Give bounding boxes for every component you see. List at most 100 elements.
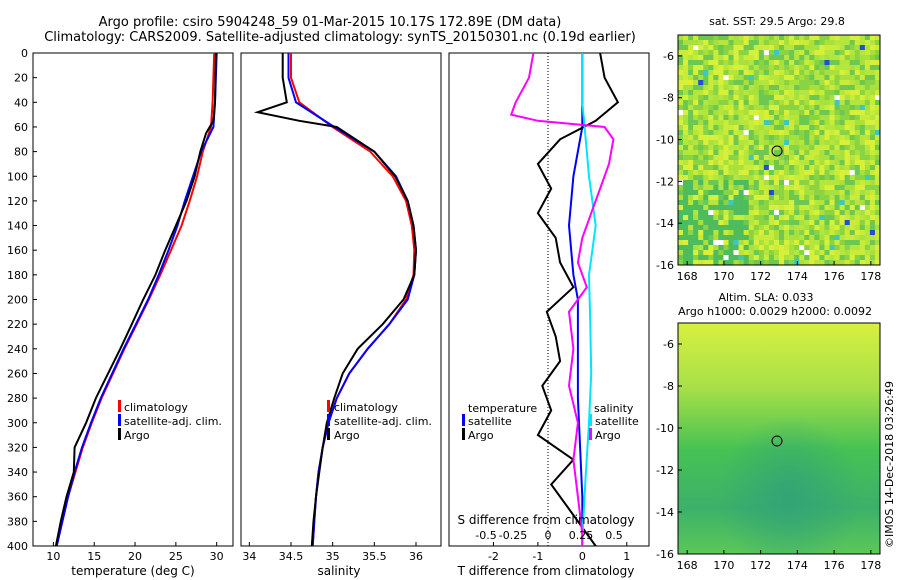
sst-cell bbox=[794, 200, 800, 206]
sst-cell bbox=[743, 130, 749, 136]
sla-map-frame bbox=[677, 322, 881, 555]
sst-cell bbox=[789, 70, 795, 76]
sst-cell bbox=[683, 255, 689, 261]
difference-legend: temperature satellite Argo salinity sate… bbox=[462, 402, 639, 442]
sst-cell bbox=[789, 230, 795, 236]
sst-cell bbox=[688, 220, 694, 226]
sst-cell bbox=[789, 160, 795, 166]
sst-cell bbox=[794, 120, 800, 126]
sst-cell bbox=[748, 165, 755, 171]
sst-cell bbox=[758, 260, 765, 266]
sst-cell bbox=[839, 110, 845, 116]
sst-cell bbox=[773, 195, 780, 201]
sst-cell bbox=[809, 210, 815, 216]
sst-cell bbox=[874, 160, 881, 166]
sst-cell bbox=[854, 100, 861, 106]
sst-cell bbox=[809, 80, 815, 86]
sst-cell bbox=[859, 105, 866, 111]
sst-cell bbox=[779, 55, 785, 61]
sst-cell bbox=[819, 240, 825, 246]
sst-cell bbox=[794, 155, 800, 161]
sst-cell bbox=[844, 95, 850, 101]
sst-cell bbox=[779, 115, 785, 121]
sst-cell bbox=[799, 120, 805, 126]
sst-cell bbox=[728, 250, 734, 256]
sst-cell bbox=[849, 255, 856, 261]
sst-cell bbox=[779, 210, 785, 216]
sst-cell bbox=[844, 230, 850, 236]
sst-cell bbox=[748, 240, 755, 246]
map-x-tick-label: 170 bbox=[713, 270, 734, 283]
sst-cell bbox=[688, 115, 694, 121]
sst-cell bbox=[794, 145, 800, 151]
sst-cell bbox=[874, 80, 881, 86]
sst-cell bbox=[814, 140, 820, 146]
sst-cell bbox=[773, 200, 780, 206]
sst-cell bbox=[794, 70, 800, 76]
sst-cell bbox=[718, 35, 724, 41]
sst-cell bbox=[784, 95, 790, 101]
sst-cell bbox=[753, 190, 760, 196]
sst-cell bbox=[869, 130, 876, 136]
sst-cell bbox=[809, 115, 815, 121]
series-line-salinity-argo bbox=[509, 52, 615, 546]
sst-cell bbox=[794, 190, 800, 196]
sst-cell bbox=[849, 195, 856, 201]
sst-cell bbox=[804, 125, 810, 131]
sst-cell bbox=[814, 120, 820, 126]
sst-cell bbox=[718, 175, 724, 181]
sst-cell bbox=[844, 200, 850, 206]
legend-title-temperature: temperature bbox=[468, 402, 537, 415]
sst-cell bbox=[718, 190, 724, 196]
sst-cell bbox=[849, 170, 856, 176]
sst-cell bbox=[869, 190, 876, 196]
sst-cell bbox=[758, 195, 765, 201]
sst-cell bbox=[738, 190, 744, 196]
sst-cell bbox=[839, 190, 845, 196]
sst-cell bbox=[708, 35, 714, 41]
figure-title-line1: Argo profile: csiro 5904248_59 01-Mar-20… bbox=[99, 15, 562, 30]
sst-cell bbox=[804, 105, 810, 111]
legend-swatch-sal-argo bbox=[589, 428, 592, 440]
sst-cell bbox=[738, 105, 744, 111]
sst-cell bbox=[839, 125, 845, 131]
sst-cell bbox=[829, 125, 835, 131]
sst-cell bbox=[758, 160, 765, 166]
sst-cell bbox=[753, 95, 760, 101]
sst-cell bbox=[849, 85, 856, 91]
sst-cell bbox=[683, 110, 689, 116]
sst-cell bbox=[703, 250, 709, 256]
sst-cell bbox=[864, 185, 871, 191]
sst-cell bbox=[678, 140, 684, 146]
sst-cell bbox=[874, 165, 881, 171]
sst-cell bbox=[779, 75, 785, 81]
sst-cell bbox=[844, 240, 850, 246]
sst-cell bbox=[779, 120, 785, 126]
sst-cell bbox=[834, 35, 840, 41]
sst-cell bbox=[713, 260, 719, 266]
sst-cell bbox=[743, 240, 749, 246]
sst-cell bbox=[859, 215, 866, 221]
sst-cell bbox=[834, 260, 840, 266]
sst-cell bbox=[678, 240, 684, 246]
sst-cell bbox=[768, 60, 775, 66]
sst-cell bbox=[864, 125, 871, 131]
sst-cell bbox=[819, 190, 825, 196]
sst-cell bbox=[753, 140, 760, 146]
sst-cell bbox=[804, 235, 810, 241]
sst-cell bbox=[779, 160, 785, 166]
sst-cell bbox=[703, 95, 709, 101]
sst-cell bbox=[753, 215, 760, 221]
sst-cell bbox=[768, 250, 775, 256]
sst-cell bbox=[743, 210, 749, 216]
sst-cell bbox=[748, 200, 755, 206]
sst-cell bbox=[678, 130, 684, 136]
sst-cell bbox=[708, 80, 714, 86]
sst-cell bbox=[678, 105, 684, 111]
legend-swatch-argo bbox=[327, 428, 330, 440]
sst-cell bbox=[859, 80, 866, 86]
sst-cell bbox=[763, 165, 770, 171]
y-tick-label: 60 bbox=[14, 121, 28, 134]
sst-cell bbox=[718, 225, 724, 231]
sst-cell bbox=[869, 140, 876, 146]
